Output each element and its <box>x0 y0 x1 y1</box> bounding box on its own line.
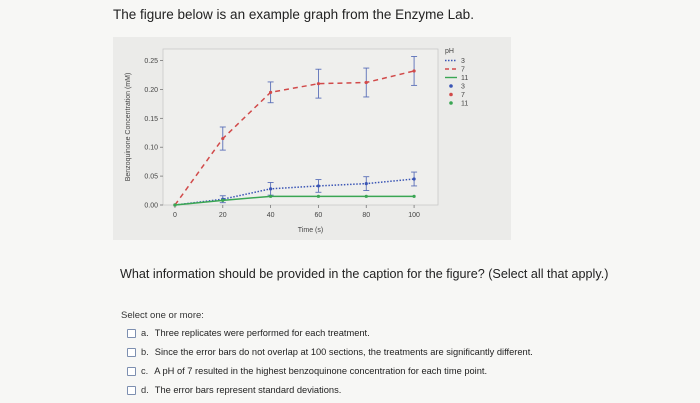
series-line-ph-3 <box>174 178 415 206</box>
option-d-letter: d. <box>141 385 149 395</box>
legend-marker <box>449 84 453 88</box>
data-point-ph-11 <box>316 194 321 198</box>
series-line-ph-11 <box>174 195 415 206</box>
x-tick-label: 80 <box>362 212 370 219</box>
data-point-ph-11 <box>364 194 368 198</box>
x-tick-label: 0 <box>173 212 177 219</box>
series-line-ph-7 <box>174 70 415 206</box>
legend-label: 3 <box>461 58 465 65</box>
data-point-ph-11 <box>173 203 177 207</box>
x-tick-label: 20 <box>219 212 227 219</box>
option-b-text: Since the error bars do not overlap at 1… <box>154 347 533 357</box>
chart-svg: 0.00 0.05 0.10 0.15 0.20 0.25 0 20 40 60 80 100 Time… <box>125 48 468 234</box>
enzyme-chart: 0.00 0.05 0.10 0.15 0.20 0.25 0 20 40 60 80 100 Time… <box>113 37 511 240</box>
option-a[interactable]: a. Three replicates were performed for e… <box>127 328 370 338</box>
option-b-letter: b. <box>141 347 149 357</box>
option-a-text: Three replicates were performed for each… <box>154 328 370 338</box>
checkbox-c[interactable] <box>127 366 136 376</box>
data-point-ph-11 <box>412 194 416 198</box>
y-tick-label: 0.10 <box>144 145 158 152</box>
option-c-text: A pH of 7 resulted in the highest benzoq… <box>154 366 488 376</box>
legend-marker <box>449 92 453 97</box>
legend-label: 7 <box>461 92 465 99</box>
data-point-ph-11 <box>221 198 225 202</box>
y-tick-label: 0.05 <box>144 174 158 181</box>
checkbox-a[interactable] <box>127 328 136 338</box>
x-tick-label: 60 <box>315 212 323 219</box>
data-point-ph-7 <box>316 82 321 86</box>
select-hint: Select one or more: <box>121 310 204 321</box>
option-c[interactable]: c. A pH of 7 resulted in the highest ben… <box>127 366 487 376</box>
option-a-letter: a. <box>141 328 149 338</box>
data-point-ph-7 <box>412 69 416 73</box>
question-text: What information should be provided in t… <box>120 267 609 281</box>
y-tick-label: 0.20 <box>144 87 158 94</box>
option-d[interactable]: d. The error bars represent standard dev… <box>127 385 341 395</box>
data-point-ph-3 <box>269 187 273 191</box>
plot-area <box>162 48 439 206</box>
y-axis-label: Benzoquinone Concentration (mM) <box>125 73 132 182</box>
data-point-ph-3 <box>412 177 416 181</box>
data-point-ph-3 <box>316 184 321 188</box>
legend-title: pH <box>445 48 454 55</box>
x-tick-label: 100 <box>408 212 420 219</box>
data-point-ph-3 <box>364 182 368 186</box>
legend-marker <box>449 101 453 105</box>
x-axis-label: Time (s) <box>298 227 323 234</box>
legend-label: 3 <box>461 84 465 91</box>
legend-label: 7 <box>461 67 465 74</box>
legend-label: 11 <box>461 75 468 82</box>
intro-text: The figure below is an example graph fro… <box>113 7 474 22</box>
option-b[interactable]: b. Since the error bars do not overlap a… <box>127 347 533 357</box>
checkbox-b[interactable] <box>127 347 136 357</box>
option-d-text: The error bars represent standard deviat… <box>154 385 342 395</box>
y-tick-label: 0.25 <box>144 58 158 65</box>
option-c-letter: c. <box>141 366 149 376</box>
x-tick-label: 40 <box>267 212 275 219</box>
data-point-ph-7 <box>364 80 368 85</box>
data-point-ph-7 <box>269 90 273 94</box>
y-tick-label: 0.15 <box>144 116 158 123</box>
data-point-ph-7 <box>221 136 225 141</box>
checkbox-d[interactable] <box>127 385 136 395</box>
legend-label: 11 <box>461 101 468 108</box>
data-point-ph-11 <box>269 194 273 198</box>
y-tick-label: 0.00 <box>144 203 158 210</box>
